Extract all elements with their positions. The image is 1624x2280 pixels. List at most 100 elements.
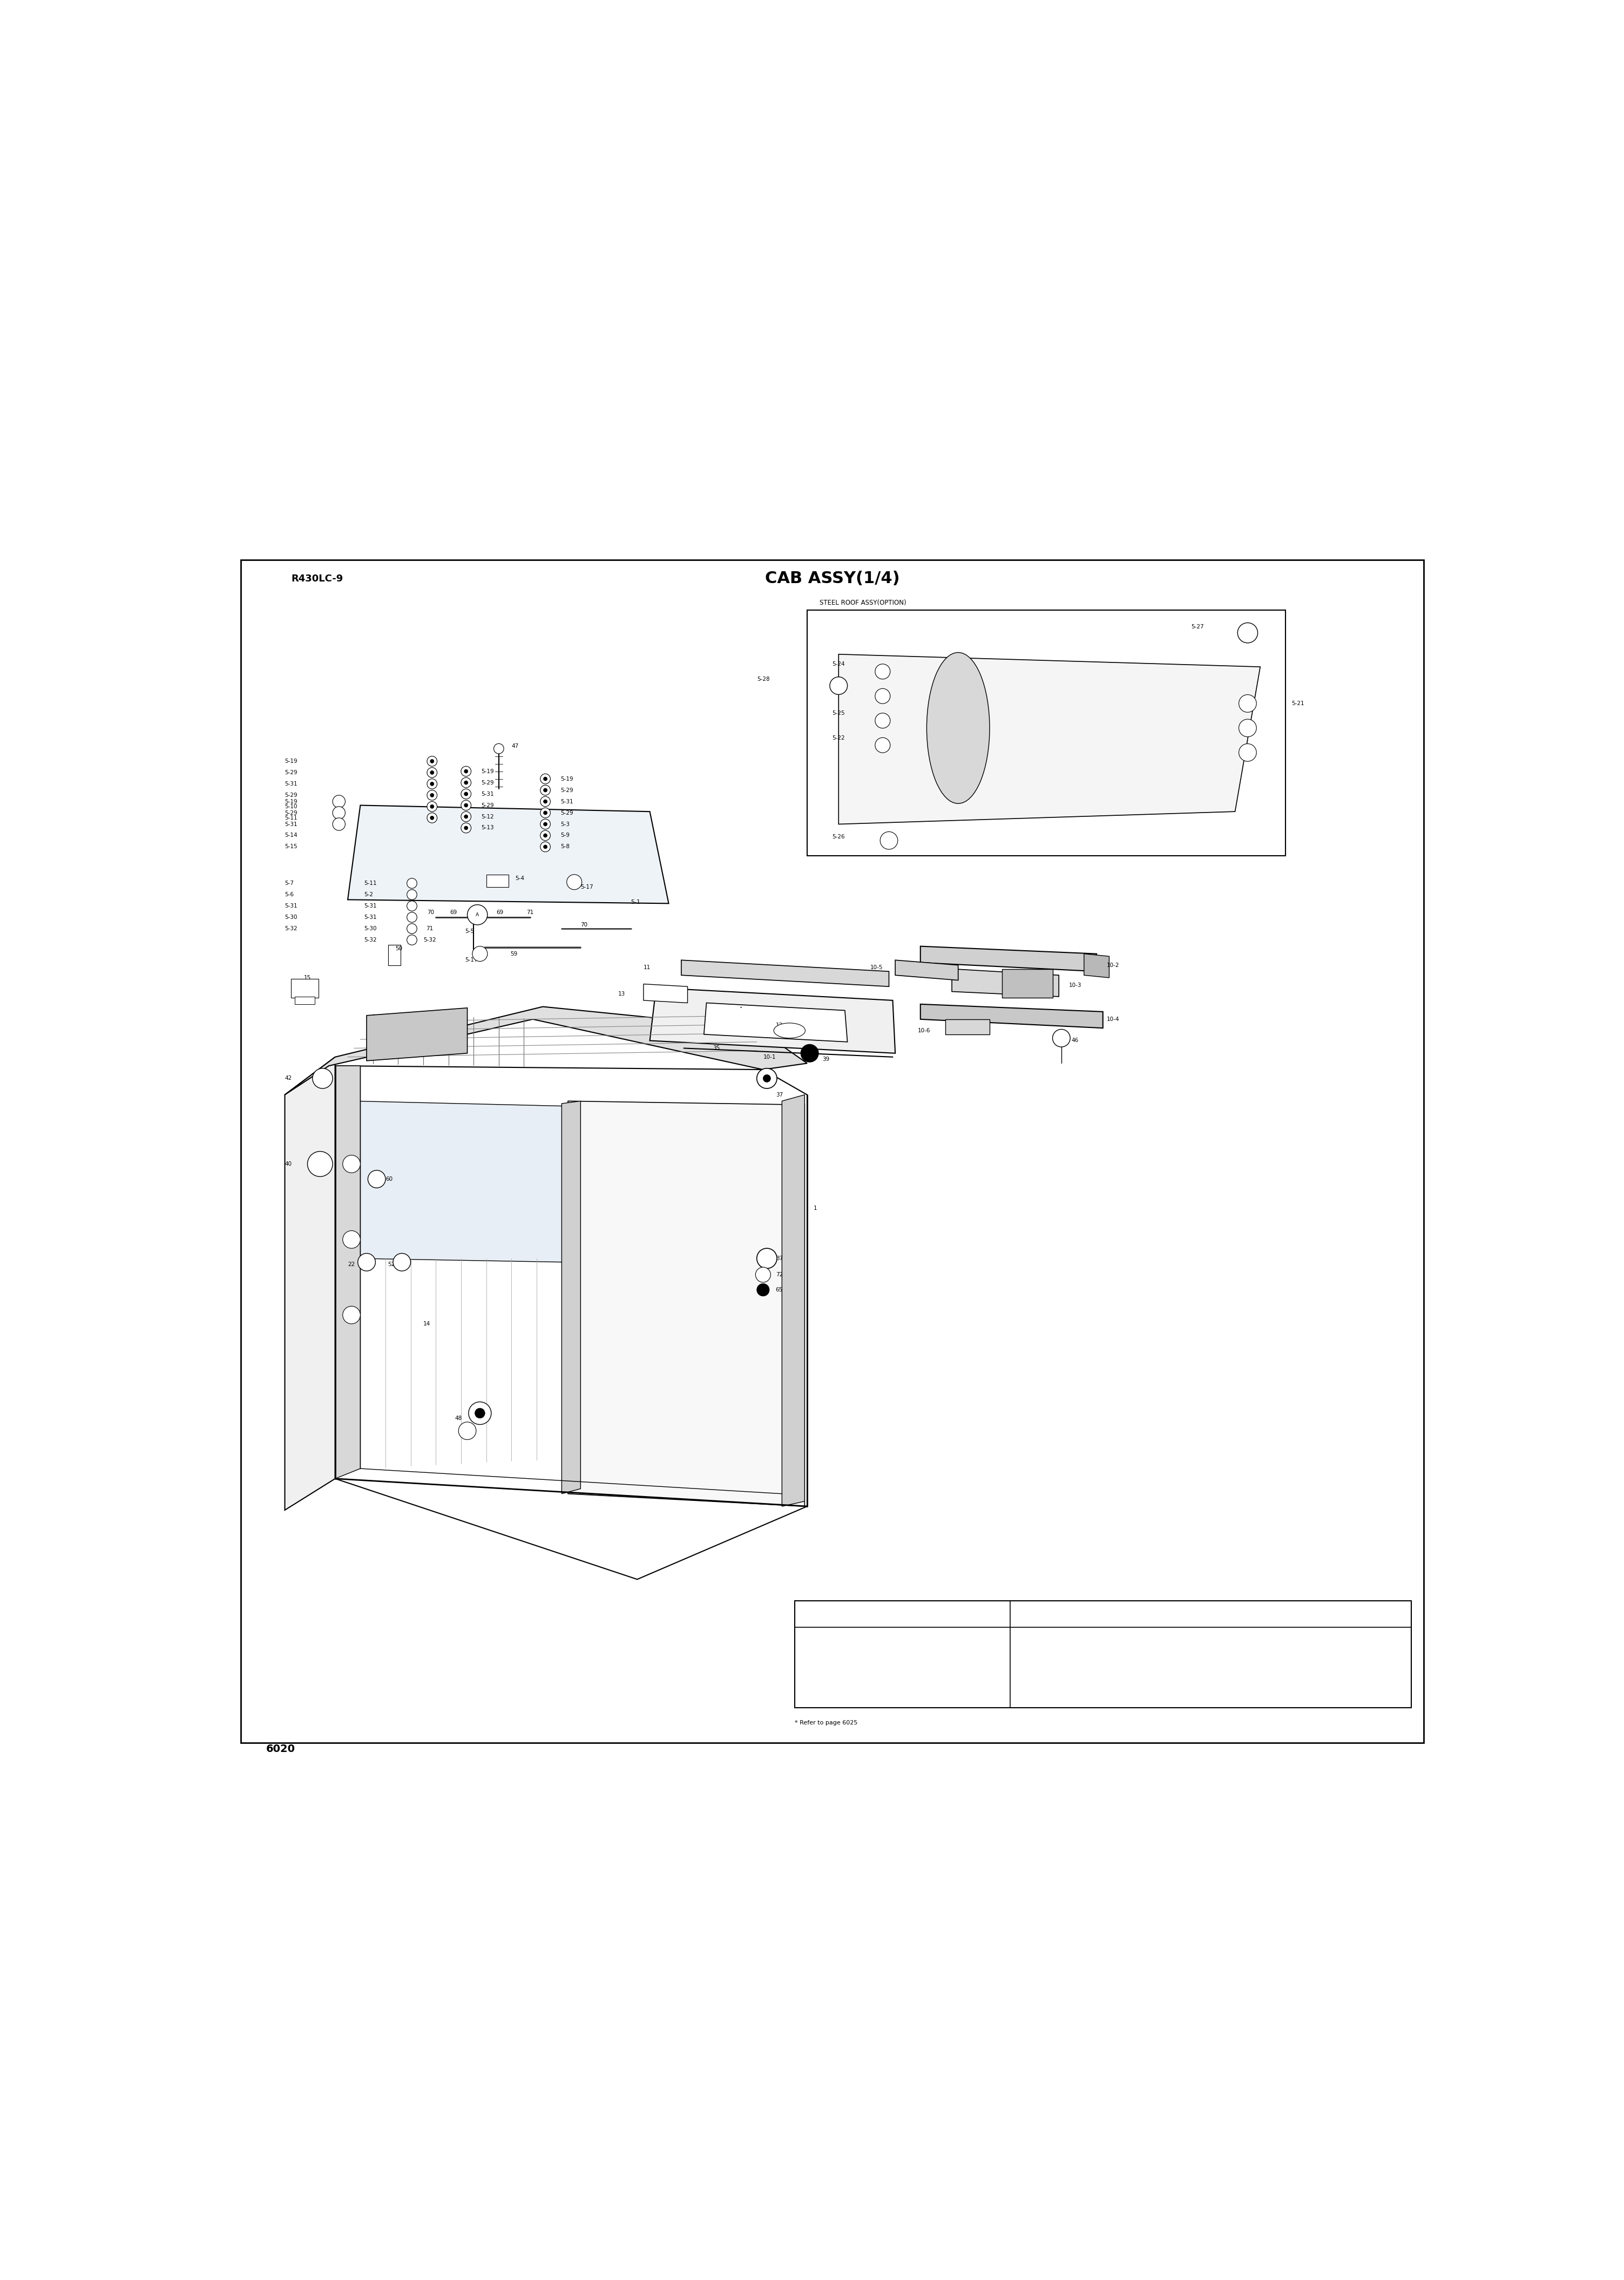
Text: 46: 46	[1072, 1037, 1078, 1044]
Circle shape	[541, 830, 551, 841]
Bar	[388, 944, 401, 964]
Text: 1: 1	[814, 1206, 817, 1211]
Circle shape	[1239, 718, 1257, 736]
Text: * Steel sun roof, Tempered glasses, Master key: * Steel sun roof, Tempered glasses, Mast…	[1020, 1658, 1153, 1664]
Circle shape	[875, 739, 890, 752]
Circle shape	[544, 777, 547, 780]
Circle shape	[408, 878, 417, 889]
Circle shape	[343, 1306, 361, 1325]
Circle shape	[544, 846, 547, 848]
Text: 5-31: 5-31	[284, 903, 297, 910]
Text: 10-3: 10-3	[1069, 983, 1082, 987]
Bar	[807, 611, 1286, 855]
Polygon shape	[895, 960, 958, 980]
Text: 10-5: 10-5	[870, 964, 883, 971]
Polygon shape	[952, 969, 1059, 996]
Text: .: .	[739, 1001, 742, 1010]
Circle shape	[1239, 695, 1257, 711]
Text: 5-21: 5-21	[1291, 700, 1304, 707]
Text: 59: 59	[510, 951, 518, 958]
Circle shape	[357, 1254, 375, 1270]
Circle shape	[458, 1423, 476, 1439]
Text: 5-27: 5-27	[1190, 625, 1203, 629]
Circle shape	[757, 1249, 776, 1268]
Circle shape	[369, 1170, 385, 1188]
Text: 5-26: 5-26	[833, 834, 844, 839]
Circle shape	[464, 803, 468, 807]
Text: 5-4: 5-4	[515, 876, 525, 880]
Circle shape	[1052, 1028, 1070, 1047]
Bar	[945, 1019, 989, 1035]
Text: 70: 70	[581, 921, 588, 928]
Text: 14: 14	[424, 1320, 430, 1327]
Circle shape	[763, 1074, 771, 1083]
Text: CAB ASSY(1/4): CAB ASSY(1/4)	[765, 570, 900, 586]
Polygon shape	[335, 1065, 361, 1480]
Text: 5-13: 5-13	[481, 825, 494, 830]
Circle shape	[544, 823, 547, 825]
Text: 5-8: 5-8	[560, 844, 570, 850]
Circle shape	[880, 832, 898, 850]
Circle shape	[464, 814, 468, 819]
Circle shape	[875, 663, 890, 679]
Circle shape	[307, 1151, 333, 1176]
Polygon shape	[682, 960, 888, 987]
Text: 37: 37	[776, 1092, 783, 1097]
Circle shape	[469, 1402, 490, 1425]
Circle shape	[1239, 743, 1257, 762]
Circle shape	[430, 793, 434, 798]
Text: 10-4: 10-4	[1106, 1017, 1119, 1021]
Polygon shape	[568, 1101, 804, 1507]
Text: 5-3: 5-3	[560, 821, 570, 828]
Circle shape	[755, 1268, 771, 1281]
Polygon shape	[348, 805, 669, 903]
Text: * Refer to page 6025: * Refer to page 6025	[794, 1721, 857, 1726]
Text: 5-31: 5-31	[481, 791, 494, 796]
Text: 5-31: 5-31	[364, 914, 377, 921]
Text: 5-29: 5-29	[560, 809, 573, 816]
Text: 69: 69	[497, 910, 503, 914]
Text: 52: 52	[388, 1261, 395, 1268]
Text: 5-9: 5-9	[560, 832, 570, 839]
Text: 35: 35	[713, 1047, 719, 1051]
Text: 5-30: 5-30	[284, 914, 297, 921]
Circle shape	[541, 773, 551, 784]
Circle shape	[468, 905, 487, 926]
Circle shape	[494, 743, 503, 755]
Circle shape	[544, 834, 547, 837]
Text: 10-2: 10-2	[1106, 962, 1119, 967]
Polygon shape	[284, 1008, 807, 1094]
Circle shape	[408, 923, 417, 933]
Text: 5-14: 5-14	[284, 832, 297, 839]
Circle shape	[427, 803, 437, 812]
Circle shape	[408, 889, 417, 901]
Text: 6020: 6020	[266, 1744, 296, 1753]
Circle shape	[1237, 622, 1257, 643]
Text: 5-19: 5-19	[284, 798, 297, 805]
Polygon shape	[650, 987, 895, 1053]
Text: 5-31: 5-31	[284, 821, 297, 828]
Circle shape	[541, 819, 551, 830]
Circle shape	[544, 812, 547, 814]
Circle shape	[757, 1284, 770, 1295]
Polygon shape	[783, 1094, 804, 1507]
Circle shape	[541, 784, 551, 796]
Circle shape	[333, 796, 346, 807]
Circle shape	[464, 768, 468, 773]
Text: STEEL ROOF ASSY(OPTION): STEEL ROOF ASSY(OPTION)	[820, 600, 906, 606]
Text: 5-5: 5-5	[464, 928, 474, 935]
Text: 11: 11	[643, 964, 651, 971]
Text: 5-2: 5-2	[364, 891, 374, 898]
Polygon shape	[921, 946, 1096, 971]
Text: 5-32: 5-32	[424, 937, 435, 942]
Ellipse shape	[927, 652, 989, 803]
Text: 42: 42	[284, 1076, 292, 1081]
Text: 22: 22	[348, 1261, 356, 1268]
Circle shape	[461, 800, 471, 809]
Circle shape	[461, 777, 471, 787]
Circle shape	[830, 677, 848, 695]
Text: 5-22: 5-22	[833, 734, 844, 741]
Text: Included item: Included item	[1187, 1610, 1234, 1617]
Text: 12: 12	[776, 1024, 783, 1028]
Text: 5-25: 5-25	[833, 711, 844, 716]
